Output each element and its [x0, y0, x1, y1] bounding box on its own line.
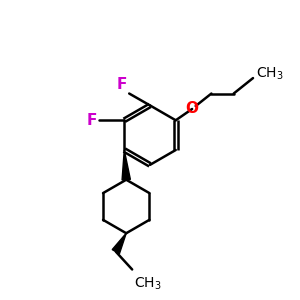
Text: F: F — [86, 113, 97, 128]
Text: F: F — [116, 77, 127, 92]
Polygon shape — [122, 150, 130, 180]
Text: CH$_3$: CH$_3$ — [134, 275, 161, 292]
Text: CH$_3$: CH$_3$ — [256, 65, 284, 82]
Text: O: O — [186, 101, 199, 116]
Polygon shape — [112, 233, 126, 254]
